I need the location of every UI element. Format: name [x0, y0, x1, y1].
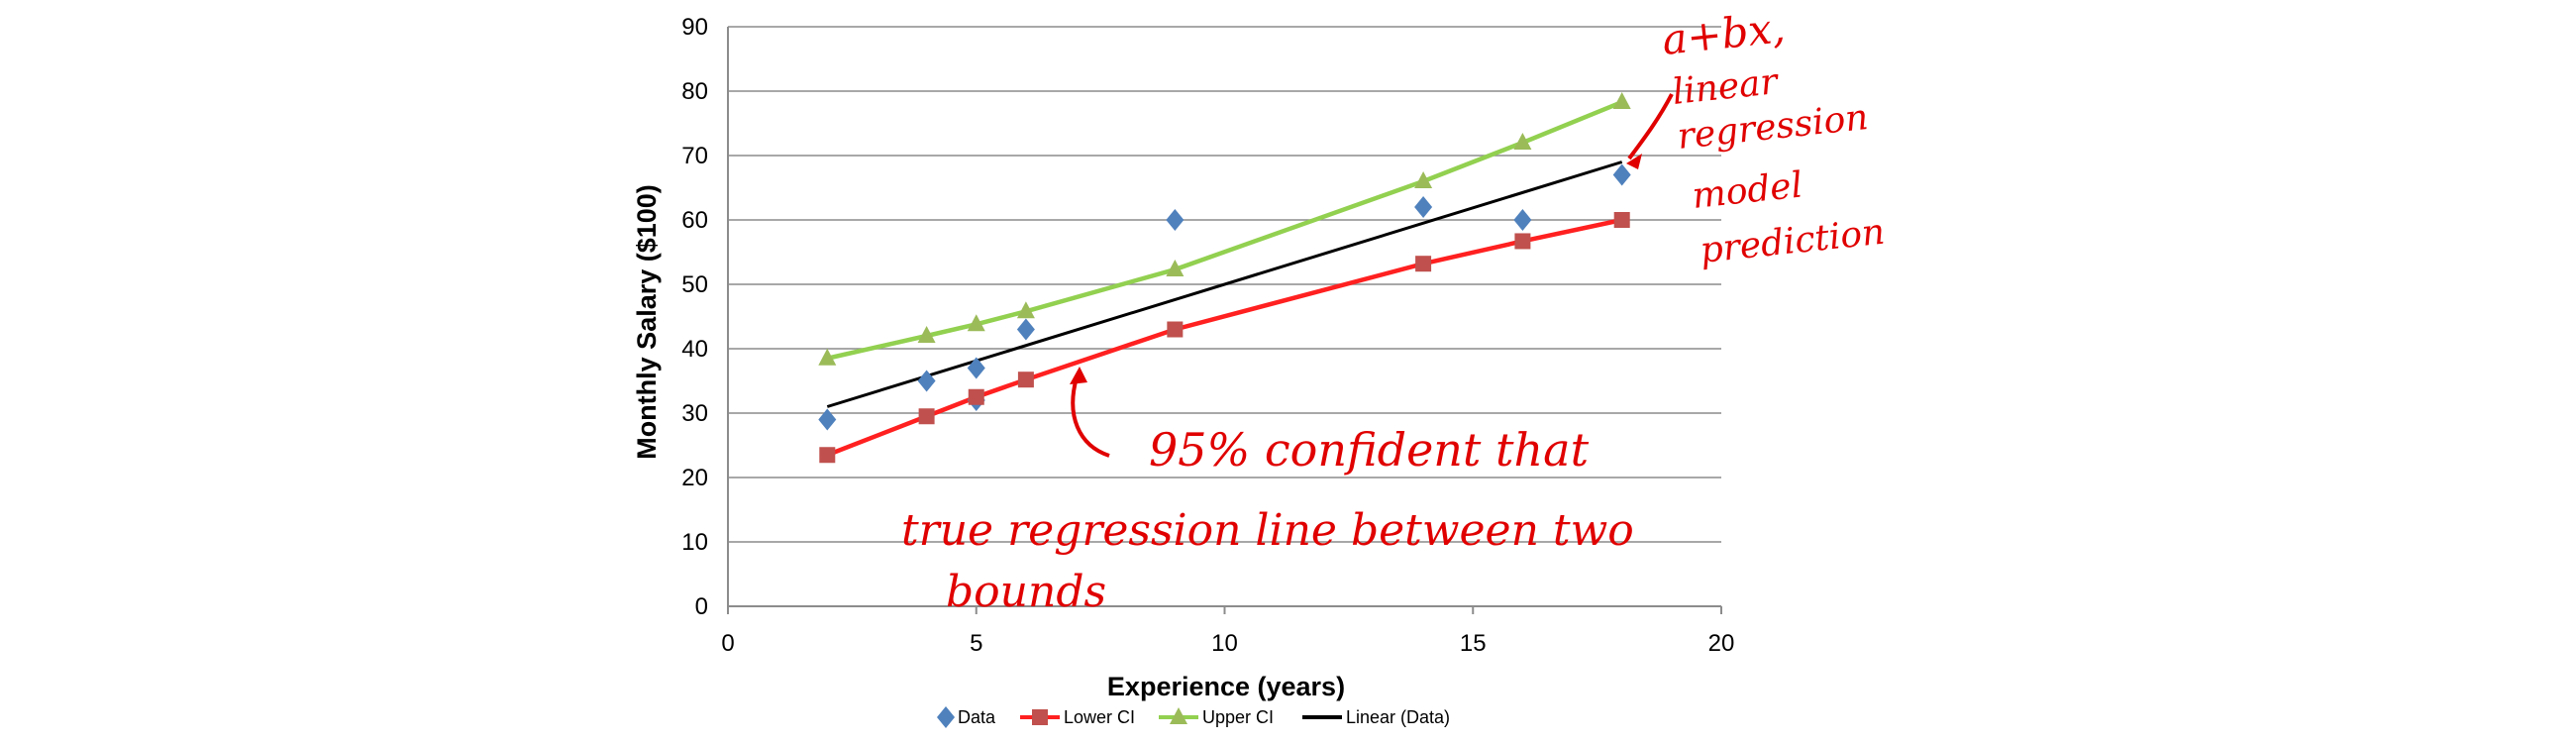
ci-note-line: bounds — [946, 567, 1106, 617]
data-point-1 — [1514, 233, 1531, 250]
x-tick-label: 15 — [1460, 630, 1487, 657]
data-point-0 — [967, 357, 985, 379]
data-point-1 — [968, 388, 984, 405]
data-point-2 — [1414, 171, 1433, 188]
model-arrowhead — [1626, 154, 1642, 169]
data-point-2 — [818, 348, 837, 366]
model-note-line: prediction — [1699, 212, 1887, 271]
data-point-0 — [1166, 209, 1185, 231]
legend-label: Data — [958, 707, 996, 727]
y-tick-label: 80 — [681, 78, 708, 105]
x-tick-label: 10 — [1211, 630, 1238, 657]
data-point-0 — [1612, 163, 1631, 186]
ci-arrow — [1071, 373, 1110, 458]
x-axis-title: Experience (years) — [1107, 672, 1345, 701]
tick-labels: 0 10 20 30 40 50 60 70 80 90 0 5 10 15 20 — [681, 14, 1734, 657]
y-tick-label: 40 — [681, 336, 708, 363]
y-tick-label: 60 — [681, 207, 708, 234]
model-arrow — [1627, 93, 1674, 160]
data-point-0 — [917, 370, 936, 392]
legend-swatch-marker — [1032, 709, 1048, 725]
ci-note-line: 95% confident that — [1149, 423, 1590, 477]
series-line-2 — [826, 99, 1623, 361]
annotations: a+bx,linearregressionmodelprediction95% … — [901, 3, 1887, 617]
data-point-1 — [819, 447, 836, 464]
ci-note-line: true regression line between two — [901, 505, 1634, 556]
x-tick-label: 20 — [1708, 630, 1735, 657]
data-point-2 — [967, 314, 985, 332]
series-line-1 — [826, 217, 1623, 458]
legend: Data Lower CI Upper CI Linear (Data) — [937, 706, 1450, 728]
y-tick-label: 50 — [681, 271, 708, 298]
y-tick-label: 90 — [681, 14, 708, 41]
legend-label: Lower CI — [1064, 707, 1135, 727]
legend-swatch-marker — [937, 706, 955, 728]
data-point-0 — [1414, 196, 1433, 218]
data-point-0 — [1513, 209, 1532, 231]
x-tick-label: 0 — [721, 630, 734, 657]
data-point-2 — [1016, 301, 1035, 319]
y-tick-label: 10 — [681, 529, 708, 556]
y-tick-label: 20 — [681, 465, 708, 491]
legend-swatch-marker — [1170, 707, 1187, 724]
data-point-2 — [1166, 260, 1185, 277]
data-point-2 — [917, 326, 936, 343]
model-note-line: linear — [1671, 61, 1782, 113]
legend-label: Upper CI — [1202, 707, 1274, 727]
ci-arrowhead — [1070, 367, 1087, 384]
legend-label: Linear (Data) — [1346, 707, 1450, 727]
data-point-1 — [1017, 372, 1034, 388]
model-note-line: a+bx, — [1660, 3, 1788, 64]
axes — [727, 27, 1722, 614]
data-point-2 — [1612, 92, 1631, 110]
data-point-0 — [1016, 318, 1035, 341]
y-axis-title: Monthly Salary ($100) — [632, 184, 662, 460]
data-point-1 — [1415, 256, 1432, 272]
data-point-0 — [818, 408, 837, 431]
y-tick-label: 0 — [695, 593, 708, 620]
data-point-2 — [1513, 133, 1532, 150]
series-line-3 — [826, 160, 1623, 408]
x-tick-label: 5 — [970, 630, 982, 657]
y-tick-label: 30 — [681, 400, 708, 427]
plot-area — [818, 92, 1631, 464]
data-point-1 — [1167, 321, 1184, 338]
data-point-1 — [918, 408, 935, 425]
data-point-1 — [1613, 212, 1630, 228]
y-tick-label: 70 — [681, 143, 708, 169]
model-note-line: model — [1691, 165, 1804, 217]
